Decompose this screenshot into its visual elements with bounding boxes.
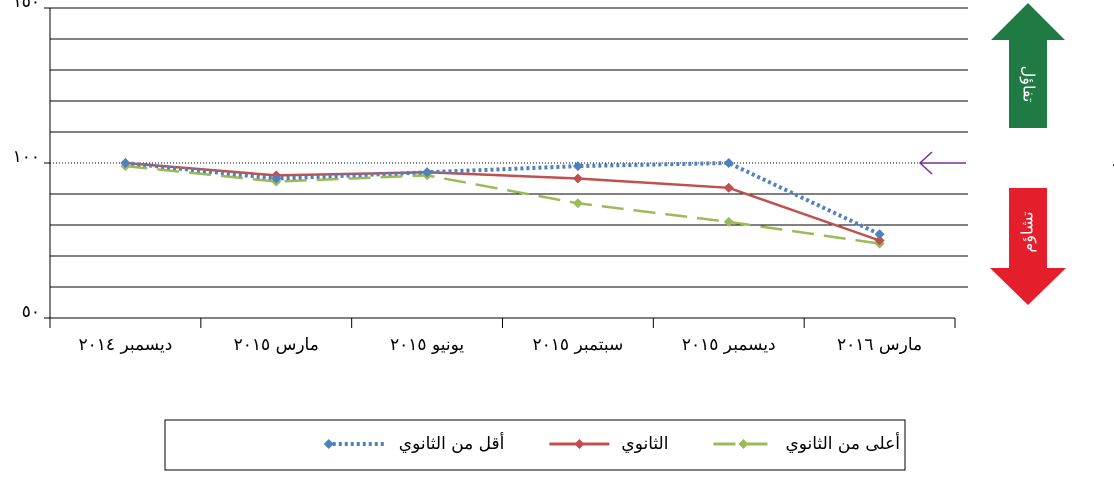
- legend-box: [164, 419, 906, 471]
- point-marker: [723, 158, 734, 168]
- pessimism-arrow: [990, 188, 1066, 305]
- pessimism-label: تشاؤم: [1018, 211, 1038, 252]
- legend-marker: [323, 439, 334, 449]
- point-marker: [723, 216, 734, 227]
- optimism-label: تفاؤل: [1019, 66, 1039, 103]
- series-line: [125, 161, 880, 242]
- point-marker: [723, 182, 734, 193]
- x-tick-label: ديسمبر ٢٠١٥: [682, 335, 776, 355]
- x-tick-label: ديسمبر ٢٠١٤: [79, 335, 173, 355]
- legend-label: الثانوي: [621, 434, 668, 454]
- x-tick-label: مارس ٢٠١٦: [837, 335, 922, 355]
- point-marker: [874, 235, 885, 246]
- optimism-arrow: [991, 3, 1065, 128]
- point-marker: [422, 167, 433, 178]
- series-line: [125, 164, 880, 245]
- point-marker: [572, 198, 583, 209]
- neutral-label: مستوى الحياد: [1112, 151, 1114, 171]
- point-marker: [572, 173, 583, 184]
- point-marker: [120, 158, 131, 168]
- point-marker: [271, 173, 282, 184]
- point-marker: [572, 161, 583, 172]
- y-tick-label: ٥٠: [22, 302, 40, 322]
- legend-label: أعلى من الثانوي: [785, 432, 900, 454]
- point-marker: [874, 229, 885, 240]
- x-tick-label: يونيو ٢٠١٥: [390, 335, 464, 355]
- neutral-arrow: [918, 151, 966, 175]
- series-line: [125, 160, 881, 237]
- legend-marker: [738, 439, 749, 449]
- x-tick-label: سبتمبر ٢٠١٥: [533, 335, 624, 355]
- y-tick-label: ١٠٠: [13, 147, 40, 167]
- y-tick-label: ١٥٠: [13, 0, 40, 12]
- legend-label: أقل من الثانوي: [399, 432, 505, 454]
- x-tick-label: مارس ٢٠١٥: [234, 335, 319, 355]
- legend-marker: [574, 439, 585, 449]
